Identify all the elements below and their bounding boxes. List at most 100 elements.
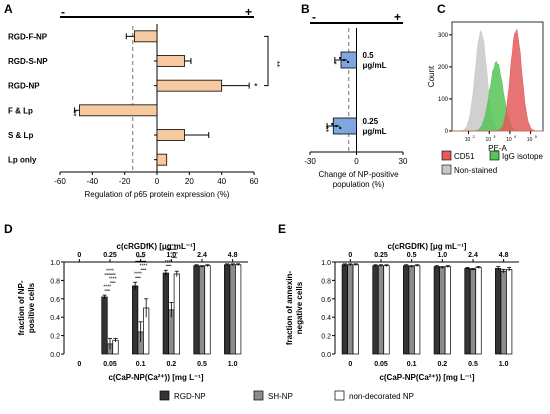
panel-label-c: C (437, 2, 446, 16)
x-axis-title: population (%) (333, 180, 385, 189)
x-tick-exponent: 5 (535, 134, 538, 139)
y-tick-label: 200 (438, 65, 449, 71)
y-tick-label: 1.0 (321, 260, 331, 267)
y-axis-title: Count (427, 65, 436, 87)
top-tick-label: 0 (348, 252, 352, 259)
x-tick-label: 40 (217, 177, 226, 186)
top-tick-label: 4.8 (228, 252, 238, 259)
bar-non-decorated-np (475, 267, 482, 355)
bar-non-decorated-np (414, 265, 421, 355)
legend-swatch (253, 390, 264, 401)
x-tick-label: 0.1 (407, 361, 417, 368)
legend-label: SH-NP (268, 392, 293, 401)
x-tick-base: 10 (527, 137, 533, 143)
x-tick-label: 0.1 (136, 361, 146, 368)
bar-rgd-np (495, 268, 502, 355)
significance-bracket (264, 35, 269, 87)
bar-rgd-np (372, 265, 379, 355)
bar-rgd-np (224, 264, 231, 355)
legend-label: IgG isotope (502, 152, 543, 161)
significance-label: **** (167, 244, 175, 250)
category-label: Lp only (8, 156, 37, 165)
top-tick-label: 2.4 (197, 252, 207, 259)
top-tick-label: 0.25 (374, 252, 388, 259)
significance-label: **** (106, 269, 114, 275)
x-tick-exponent: 3 (493, 134, 496, 139)
x-tick-label: -60 (54, 177, 66, 186)
category-label: μg/mL (363, 61, 387, 70)
x-tick-exponent: 4 (514, 134, 517, 139)
histogram-cd51 (452, 28, 543, 132)
bar-rgd-np (132, 285, 139, 355)
category-label: 0.25 (363, 117, 379, 126)
significance-label: ** (321, 126, 330, 132)
legend-label: CD51 (454, 152, 475, 161)
legend-swatch (489, 150, 500, 161)
bar-sh-np (500, 270, 507, 355)
x-tick-label: 30 (399, 157, 408, 166)
bar-non-decorated-np (383, 265, 390, 355)
top-tick-label: 2.4 (468, 252, 478, 259)
y-tick-label: 0.6 (50, 297, 60, 304)
chart-panel-a: - + -60 -40 -20 0 20 40 60 Regulation of p65 prot… (8, 5, 281, 199)
bar (79, 104, 158, 117)
x-tick-label: 0.2 (437, 361, 447, 368)
direction-minus: - (312, 10, 316, 24)
bar-sh-np (229, 264, 236, 355)
top-tick-label: 1.0 (166, 252, 176, 259)
bar (156, 129, 185, 141)
chart-panel-e: 0.0 0.2 0.4 0.6 0.8 1.0 fraction of annexin-ne… (285, 242, 519, 382)
category-label: μg/mL (363, 127, 387, 136)
bar-rgd-np (101, 296, 108, 355)
legend-swatch (159, 390, 170, 401)
x-axis-title: Change of NP-positive (318, 170, 399, 179)
bar (156, 79, 223, 92)
legend-label: RGD-NP (174, 392, 206, 401)
y-tick-label: 0.0 (321, 352, 331, 359)
bar-sh-np (377, 265, 385, 355)
panel-label-a: A (4, 2, 13, 16)
bar-non-decorated-np (352, 264, 359, 355)
direction-plus: + (394, 10, 401, 24)
legend-swatch (334, 390, 345, 401)
x-tick-base: 10 (485, 137, 491, 143)
bar-non-decorated-np (112, 339, 119, 355)
bar-sh-np (439, 267, 446, 355)
data-point (338, 56, 342, 60)
bar-non-decorated-np (506, 269, 513, 355)
category-label: S & Lp (8, 131, 33, 140)
bar-rgd-np (464, 268, 471, 355)
bar-rgd-np (341, 264, 348, 355)
significance-label: **** (140, 264, 148, 270)
x-tick-label: 0.2 (166, 361, 176, 368)
y-axis-title: negative cells (295, 281, 304, 334)
data-point (339, 126, 342, 130)
bar (133, 30, 158, 43)
category-label: F & Lp (8, 106, 33, 115)
top-tick-label: 0.25 (103, 252, 117, 259)
x-axis-title: PE-A (488, 144, 507, 153)
y-axis-title: fraction of NP- (17, 280, 26, 335)
x-tick-label: 1.0 (228, 361, 238, 368)
x-tick-label: 0.05 (374, 361, 388, 368)
x-tick-exponent: 2 (473, 134, 476, 139)
significance-label: **** (170, 252, 178, 258)
top-tick-label: 0.5 (136, 252, 146, 259)
bar-sh-np (347, 264, 354, 355)
y-tick-label: 1.0 (50, 260, 60, 267)
x-axis-title: Regulation of p65 protein expression (%) (85, 190, 230, 199)
y-tick-label: 0.2 (321, 334, 331, 341)
y-tick-label: 0.0 (50, 352, 60, 359)
x-tick-label: 0 (348, 361, 352, 368)
bar-rgd-np (403, 265, 410, 355)
panel-label-b: B (301, 2, 310, 16)
top-tick-label: 0.5 (407, 252, 417, 259)
significance-label: * (329, 61, 338, 64)
significance-label: **** (165, 260, 173, 266)
bottom-legend: RGD-NP SH-NP non-decorated NP (159, 390, 414, 401)
x-tick-label: -20 (119, 177, 131, 186)
x-tick-label: 0.05 (103, 361, 117, 368)
